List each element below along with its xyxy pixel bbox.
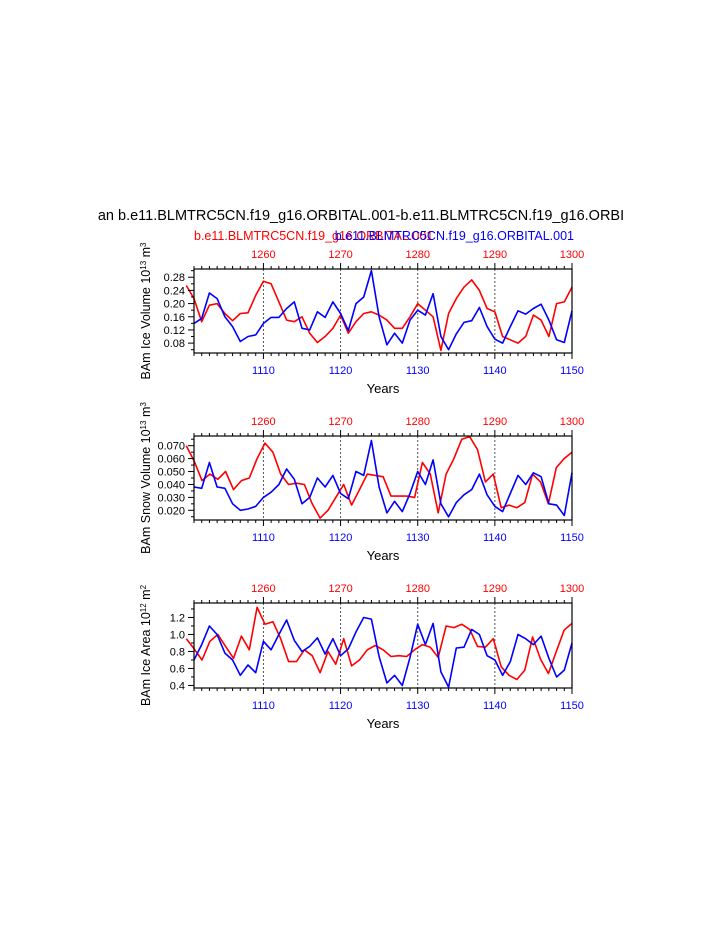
y-tick-label: 1.0	[170, 629, 185, 641]
y-axis-label: BAm Ice Volume 1013 m3	[139, 242, 154, 380]
y-tick-label: 0.040	[157, 479, 185, 491]
x-tick-label-bottom: 1150	[560, 700, 584, 712]
series-line-blue	[193, 269, 573, 351]
series-line-red	[185, 435, 573, 519]
x-tick-label-bottom: 1130	[406, 532, 430, 544]
y-tick-label: 0.6	[170, 663, 185, 675]
panels: 1110 1120 1130 1140 1150 1260 1270 1280 1290 1300…	[139, 242, 585, 731]
y-tick-label: 0.070	[157, 441, 185, 453]
y-tick-label: 0.050	[157, 467, 185, 479]
x-tick-label-top: 1260	[251, 249, 275, 261]
x-tick-label-top: 1280	[405, 583, 429, 595]
y-tick-label: 0.8	[170, 646, 185, 658]
x-axis-label: Years	[367, 716, 400, 731]
x-tick-label-top: 1280	[405, 249, 429, 261]
y-tick-label: 0.24	[164, 285, 185, 297]
y-axis-label: BAm Snow Volume 1013 m3	[139, 402, 154, 554]
x-tick-label-bottom: 1150	[560, 365, 584, 377]
y-tick-label: 0.030	[157, 492, 185, 504]
series-line-blue	[193, 616, 573, 688]
subtitle-blue: b.e11.BLMTRC5CN.f19_g16.ORBITAL.001	[335, 229, 574, 243]
x-axis-label: Years	[367, 548, 400, 563]
chart-panel-2: 1110 1120 1130 1140 1150 1260 1270 1280 1290 1300…	[139, 402, 585, 563]
x-tick-label-bottom: 1140	[483, 365, 507, 377]
x-tick-label-bottom: 1110	[252, 365, 275, 377]
chart-panel-3: 1110 1120 1130 1140 1150 1260 1270 1280 1290 1300…	[139, 583, 585, 731]
x-tick-label-top: 1290	[483, 416, 507, 428]
x-tick-label-bottom: 1130	[406, 700, 430, 712]
x-tick-label-bottom: 1110	[252, 700, 275, 712]
x-tick-label-top: 1260	[251, 583, 275, 595]
x-axis-label: Years	[367, 381, 400, 396]
y-axis-label: BAm Ice Area 1012 m2	[139, 584, 154, 706]
x-tick-label-bottom: 1110	[252, 532, 275, 544]
x-tick-label-top: 1300	[560, 249, 584, 261]
x-tick-label-top: 1290	[483, 583, 507, 595]
y-tick-label: 0.20	[164, 299, 185, 311]
x-tick-label-top: 1270	[328, 249, 352, 261]
x-tick-label-top: 1270	[328, 416, 352, 428]
x-tick-label-bottom: 1150	[560, 532, 584, 544]
x-tick-label-top: 1300	[560, 416, 584, 428]
x-tick-label-bottom: 1130	[406, 365, 430, 377]
y-tick-label: 0.4	[170, 680, 185, 692]
chart-panel-1: 1110 1120 1130 1140 1150 1260 1270 1280 1290 1300…	[139, 242, 585, 396]
y-tick-label: 0.28	[164, 272, 185, 284]
y-tick-label: 0.16	[164, 312, 185, 324]
y-tick-label: 0.12	[164, 325, 185, 337]
x-tick-label-bottom: 1120	[329, 532, 353, 544]
main-title: an b.e11.BLMTRC5CN.f19_g16.ORBITAL.001-b…	[98, 208, 624, 224]
x-tick-label-top: 1270	[328, 583, 352, 595]
x-tick-label-top: 1290	[483, 249, 507, 261]
x-tick-label-top: 1300	[560, 583, 584, 595]
x-tick-label-bottom: 1120	[329, 365, 353, 377]
subtitle-red: b.e11.BLMTRC5CN.f19_g16.ORBITAL.001	[194, 229, 433, 243]
series-line-blue	[193, 439, 573, 518]
plot-frame	[193, 268, 573, 354]
series-line-red	[185, 606, 573, 681]
x-tick-label-bottom: 1120	[329, 700, 353, 712]
y-tick-label: 0.020	[157, 505, 185, 517]
x-tick-label-bottom: 1140	[483, 532, 507, 544]
x-tick-label-bottom: 1140	[483, 700, 507, 712]
x-tick-label-top: 1260	[251, 416, 275, 428]
y-tick-label: 0.060	[157, 454, 185, 466]
x-tick-label-top: 1280	[405, 416, 429, 428]
plot-frame	[193, 602, 573, 689]
y-tick-label: 0.08	[164, 338, 185, 350]
y-tick-label: 1.2	[170, 612, 185, 624]
